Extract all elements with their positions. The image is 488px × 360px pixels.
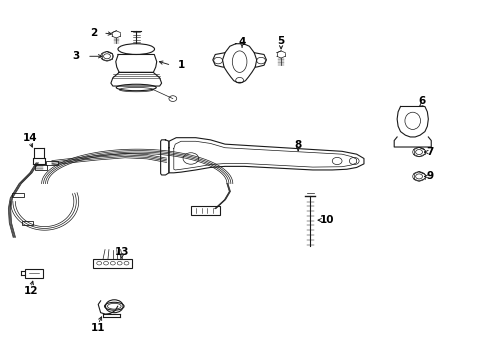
Text: 13: 13 bbox=[114, 247, 129, 257]
Bar bbox=[12, 193, 23, 197]
Text: 1: 1 bbox=[177, 60, 184, 70]
Bar bbox=[46, 161, 58, 165]
Text: 6: 6 bbox=[418, 96, 425, 106]
Text: 2: 2 bbox=[89, 28, 97, 38]
Text: 9: 9 bbox=[426, 171, 432, 181]
Bar bbox=[25, 269, 42, 278]
Text: 12: 12 bbox=[23, 286, 38, 296]
Bar bbox=[21, 221, 33, 225]
Text: 7: 7 bbox=[425, 147, 432, 157]
Text: 14: 14 bbox=[22, 133, 37, 143]
Text: 4: 4 bbox=[238, 37, 245, 47]
Text: 11: 11 bbox=[91, 323, 105, 333]
Text: 5: 5 bbox=[277, 36, 284, 46]
Bar bbox=[35, 165, 46, 170]
Bar bbox=[93, 258, 132, 267]
Text: 8: 8 bbox=[294, 140, 301, 150]
Text: 3: 3 bbox=[73, 51, 80, 61]
Bar bbox=[190, 206, 220, 215]
Text: 10: 10 bbox=[320, 215, 334, 225]
